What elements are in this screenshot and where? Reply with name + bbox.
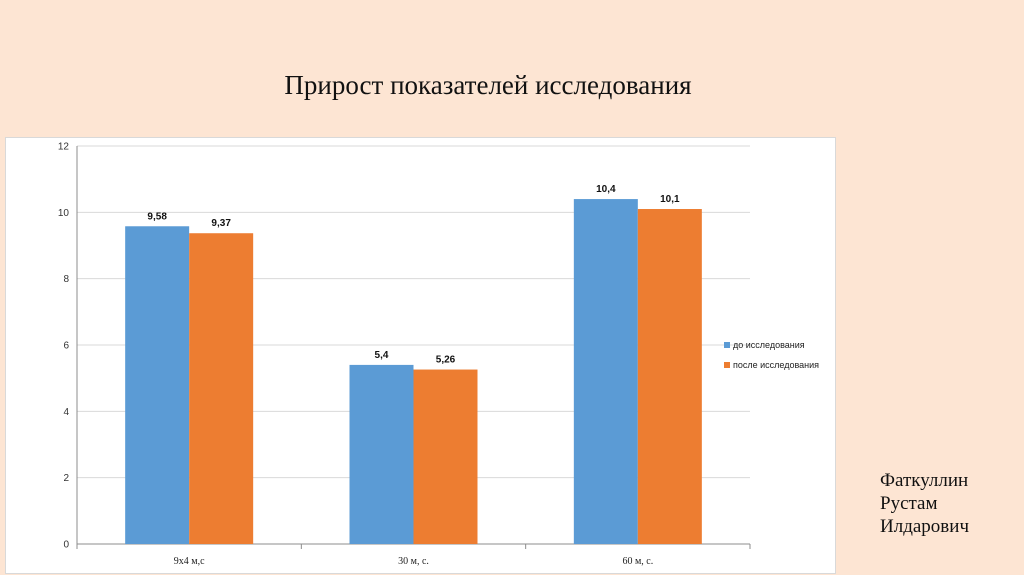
chart-panel: 0 2 4 6 8 10 12 9,58 9,37 9х4 м,с 5,4 5,26 30 м, с. 1… <box>5 137 836 574</box>
bar <box>413 369 478 544</box>
bar <box>189 233 254 544</box>
y-tick-label: 4 <box>63 407 69 418</box>
author-line: Фаткуллин <box>880 470 969 491</box>
y-tick-label: 10 <box>58 208 70 219</box>
data-label: 5,4 <box>375 350 389 361</box>
y-tick-label: 8 <box>63 274 69 285</box>
slide-title: Прирост показателей исследования <box>284 70 692 100</box>
data-label: 9,58 <box>147 211 167 222</box>
y-tick-label: 2 <box>63 473 69 484</box>
data-label: 10,4 <box>596 184 616 195</box>
x-tick-label: 9х4 м,с <box>174 556 205 567</box>
legend-swatch <box>724 362 730 368</box>
y-tick-label: 12 <box>58 142 70 153</box>
y-tick-label: 0 <box>63 540 69 551</box>
legend-swatch <box>724 342 730 348</box>
data-label: 10,1 <box>660 194 680 205</box>
data-label: 9,37 <box>211 218 231 229</box>
bar <box>637 209 702 544</box>
bar-chart: 0 2 4 6 8 10 12 9,58 9,37 9х4 м,с 5,4 5,26 30 м, с. 1… <box>58 142 819 568</box>
bar <box>125 226 190 544</box>
x-tick-label: 60 м, с. <box>622 556 653 567</box>
y-tick-label: 6 <box>63 341 69 352</box>
author-line: Илдарович <box>880 516 969 537</box>
data-label: 5,26 <box>436 355 456 366</box>
bar <box>573 199 638 545</box>
legend-label: до исследования <box>733 340 805 350</box>
legend-label: после исследования <box>733 360 819 370</box>
bar <box>349 364 414 544</box>
x-tick-label: 30 м, с. <box>398 556 429 567</box>
author-name: Фаткуллин Рустам Илдарович <box>880 469 969 538</box>
author-line: Рустам <box>880 493 938 514</box>
